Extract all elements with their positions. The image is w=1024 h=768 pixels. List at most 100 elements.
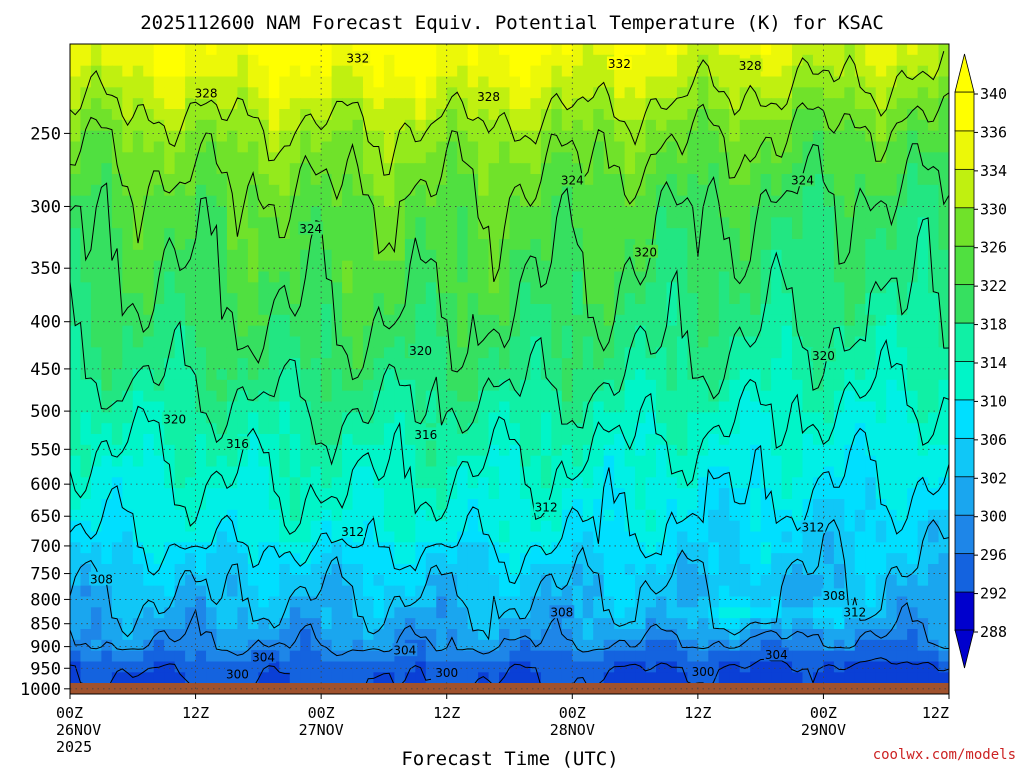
- field-cell: [195, 618, 207, 630]
- field-cell: [624, 596, 636, 608]
- field-cell: [352, 130, 364, 143]
- field-cell: [310, 423, 322, 435]
- field-cell: [237, 282, 249, 294]
- field-cell: [499, 369, 511, 381]
- field-cell: [687, 174, 699, 186]
- field-cell: [896, 369, 908, 381]
- field-cell: [457, 444, 469, 457]
- field-cell: [310, 466, 322, 478]
- field-cell: [331, 163, 343, 175]
- field-cell: [404, 520, 416, 533]
- field-cell: [195, 228, 207, 240]
- field-cell: [645, 184, 657, 197]
- field-cell: [875, 369, 887, 381]
- field-cell: [833, 217, 845, 229]
- field-cell: [331, 271, 343, 283]
- field-cell: [499, 629, 511, 641]
- field-cell: [750, 260, 762, 273]
- field-cell: [467, 271, 479, 283]
- field-cell: [90, 44, 102, 56]
- field-cell: [635, 553, 647, 565]
- field-cell: [268, 98, 280, 110]
- field-cell: [656, 542, 668, 554]
- field-cell: [101, 44, 113, 56]
- field-cell: [373, 65, 385, 78]
- field-cell: [90, 163, 102, 175]
- field-cell: [185, 249, 197, 262]
- field-cell: [446, 282, 458, 294]
- field-cell: [457, 87, 469, 99]
- field-cell: [823, 217, 835, 229]
- field-cell: [164, 672, 176, 684]
- field-cell: [928, 444, 940, 457]
- field-cell: [153, 531, 165, 543]
- field-cell: [614, 520, 626, 533]
- field-cell: [917, 163, 929, 175]
- field-cell: [645, 141, 657, 153]
- field-cell: [708, 607, 720, 619]
- field-cell: [781, 54, 793, 67]
- field-cell: [697, 44, 709, 56]
- field-cell: [247, 585, 259, 598]
- field-cell: [823, 228, 835, 240]
- field-cell: [321, 401, 333, 413]
- field-cell: [300, 401, 312, 413]
- field-cell: [404, 434, 416, 446]
- field-cell: [509, 44, 521, 56]
- field-cell: [383, 65, 395, 78]
- field-cell: [666, 564, 678, 576]
- field-cell: [823, 650, 835, 663]
- field-cell: [561, 499, 573, 511]
- field-cell: [321, 531, 333, 543]
- field-cell: [938, 87, 949, 99]
- field-cell: [467, 152, 479, 164]
- field-cell: [551, 163, 563, 175]
- field-cell: [907, 379, 919, 392]
- field-cell: [635, 44, 647, 56]
- field-cell: [530, 607, 542, 619]
- field-cell: [865, 466, 877, 478]
- field-cell: [373, 239, 385, 251]
- field-cell: [907, 239, 919, 251]
- field-cell: [865, 520, 877, 533]
- field-cell: [383, 141, 395, 153]
- field-cell: [467, 499, 479, 511]
- field-cell: [143, 109, 155, 121]
- field-cell: [519, 271, 532, 283]
- field-cell: [572, 553, 584, 565]
- field-cell: [394, 596, 406, 608]
- field-cell: [938, 325, 949, 338]
- field-cell: [90, 607, 102, 619]
- field-cell: [352, 509, 364, 522]
- field-cell: [907, 260, 919, 273]
- field-cell: [509, 325, 521, 338]
- field-cell: [226, 390, 239, 403]
- field-cell: [561, 369, 573, 381]
- field-cell: [195, 672, 207, 684]
- field-cell: [687, 87, 699, 99]
- field-cell: [833, 206, 845, 218]
- field-cell: [415, 282, 427, 294]
- field-cell: [551, 184, 563, 197]
- field-cell: [404, 358, 416, 370]
- field-cell: [101, 564, 113, 576]
- field-cell: [342, 141, 354, 153]
- field-cell: [321, 119, 333, 132]
- field-cell: [206, 650, 218, 663]
- field-cell: [289, 488, 301, 500]
- field-cell: [300, 390, 312, 403]
- field-cell: [342, 44, 354, 56]
- field-cell: [635, 423, 647, 435]
- field-cell: [812, 672, 825, 684]
- field-cell: [928, 585, 940, 598]
- field-cell: [111, 574, 123, 587]
- field-cell: [865, 260, 877, 273]
- field-cell: [363, 434, 375, 446]
- field-cell: [488, 54, 500, 67]
- field-cell: [467, 54, 479, 67]
- field-cell: [823, 109, 835, 121]
- field-cell: [886, 206, 898, 218]
- field-cell: [603, 44, 615, 56]
- field-cell: [865, 542, 877, 554]
- field-cell: [174, 369, 186, 381]
